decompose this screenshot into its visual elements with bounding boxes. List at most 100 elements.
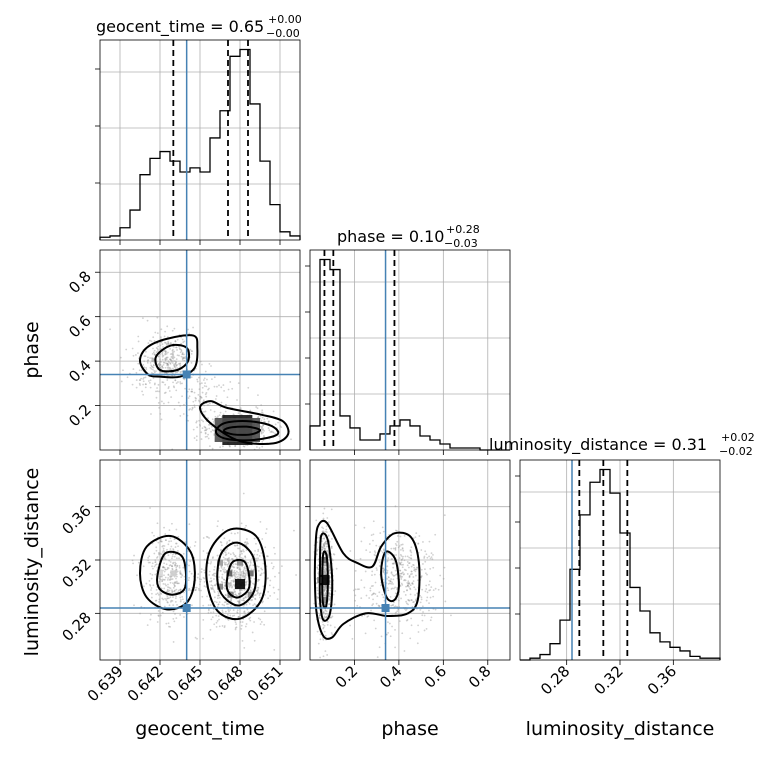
sample-point xyxy=(224,557,227,560)
sample-point xyxy=(325,542,328,545)
sample-point xyxy=(240,573,243,576)
sample-point xyxy=(274,432,276,435)
sample-point xyxy=(323,542,326,544)
sample-point xyxy=(201,595,204,598)
sample-point xyxy=(268,584,271,587)
sample-point xyxy=(249,589,252,592)
sample-point xyxy=(327,534,330,537)
sample-point xyxy=(234,590,236,593)
sample-point xyxy=(175,346,178,349)
density-cell xyxy=(237,559,243,566)
sample-point xyxy=(161,580,163,583)
sample-point xyxy=(268,429,271,432)
sample-point xyxy=(157,355,160,358)
sample-point xyxy=(232,573,235,576)
sample-point xyxy=(133,604,135,607)
sample-point xyxy=(360,597,363,600)
sample-point xyxy=(167,577,169,579)
sample-point xyxy=(324,541,327,544)
sample-point xyxy=(274,552,276,555)
sample-point xyxy=(168,368,170,371)
sample-point xyxy=(414,598,417,601)
truth-lines xyxy=(100,460,300,660)
sample-point xyxy=(164,358,167,360)
sample-point xyxy=(162,582,165,585)
quantile-lines xyxy=(172,40,249,240)
sample-point xyxy=(406,564,409,567)
sample-point xyxy=(359,557,362,560)
sample-point xyxy=(417,542,420,545)
sample-point xyxy=(171,355,174,358)
sample-point xyxy=(157,401,160,404)
sample-point xyxy=(324,564,327,567)
sample-point xyxy=(394,505,397,508)
sample-point xyxy=(248,617,251,620)
sample-point xyxy=(174,553,177,556)
sample-point xyxy=(149,618,152,621)
sample-point xyxy=(327,535,330,537)
sample-point xyxy=(243,611,245,613)
sample-point xyxy=(163,349,166,352)
sample-point xyxy=(316,596,318,598)
sample-point xyxy=(179,382,182,385)
sample-point xyxy=(205,385,208,388)
sample-point xyxy=(210,579,213,582)
sample-point xyxy=(203,385,206,387)
sample-point xyxy=(422,563,424,565)
sample-point xyxy=(243,576,246,578)
sample-point xyxy=(151,565,153,568)
sample-point xyxy=(257,394,259,397)
sample-point xyxy=(272,410,275,413)
sample-point xyxy=(165,358,168,361)
sample-point xyxy=(270,430,273,433)
sample-point xyxy=(369,587,372,590)
sample-point xyxy=(371,604,374,607)
sample-point xyxy=(233,573,236,575)
sample-point xyxy=(328,569,331,572)
sample-point xyxy=(181,358,184,361)
sample-point xyxy=(324,591,327,594)
sample-point xyxy=(170,545,173,548)
sample-point xyxy=(238,600,241,603)
sample-point xyxy=(168,586,171,589)
title-main: phase = 0.10 xyxy=(337,227,444,246)
sample-point xyxy=(259,574,262,577)
sample-point xyxy=(172,596,174,599)
sample-point xyxy=(203,377,206,380)
sample-point xyxy=(234,532,236,535)
bottom-ticks: 0.2 0.4 0.6 0.8 xyxy=(332,660,495,692)
sample-point xyxy=(163,350,166,353)
sample-point xyxy=(396,540,399,543)
sample-point xyxy=(240,624,243,627)
title-geocent-time: geocent_time = 0.65 +0.00 −0.00 xyxy=(96,13,302,40)
sample-point xyxy=(325,531,328,534)
sample-point xyxy=(230,598,232,600)
sample-point xyxy=(246,452,248,454)
sample-point xyxy=(173,538,176,541)
sample-point xyxy=(217,615,220,618)
sample-point xyxy=(329,580,331,582)
sample-point xyxy=(244,527,246,529)
sample-point xyxy=(203,429,206,432)
sample-point xyxy=(161,365,163,368)
density-cell xyxy=(234,578,246,590)
sample-point xyxy=(378,565,381,567)
sample-point xyxy=(388,579,390,582)
sample-point xyxy=(191,407,194,410)
sample-point xyxy=(216,594,219,597)
x-axis-label-luminosity-distance: luminosity_distance xyxy=(526,718,715,740)
truth-marker xyxy=(381,604,390,612)
sample-point xyxy=(238,594,241,597)
sample-point xyxy=(188,408,190,411)
sample-point xyxy=(316,587,318,589)
contour-line xyxy=(318,532,334,622)
sample-point xyxy=(156,621,159,623)
sample-point xyxy=(329,616,332,619)
sample-point xyxy=(224,554,227,557)
sample-point xyxy=(227,552,230,554)
sample-point xyxy=(323,615,326,618)
sample-point xyxy=(187,419,190,422)
sample-point xyxy=(146,319,149,322)
sample-point xyxy=(211,585,214,587)
sample-point xyxy=(172,367,174,370)
